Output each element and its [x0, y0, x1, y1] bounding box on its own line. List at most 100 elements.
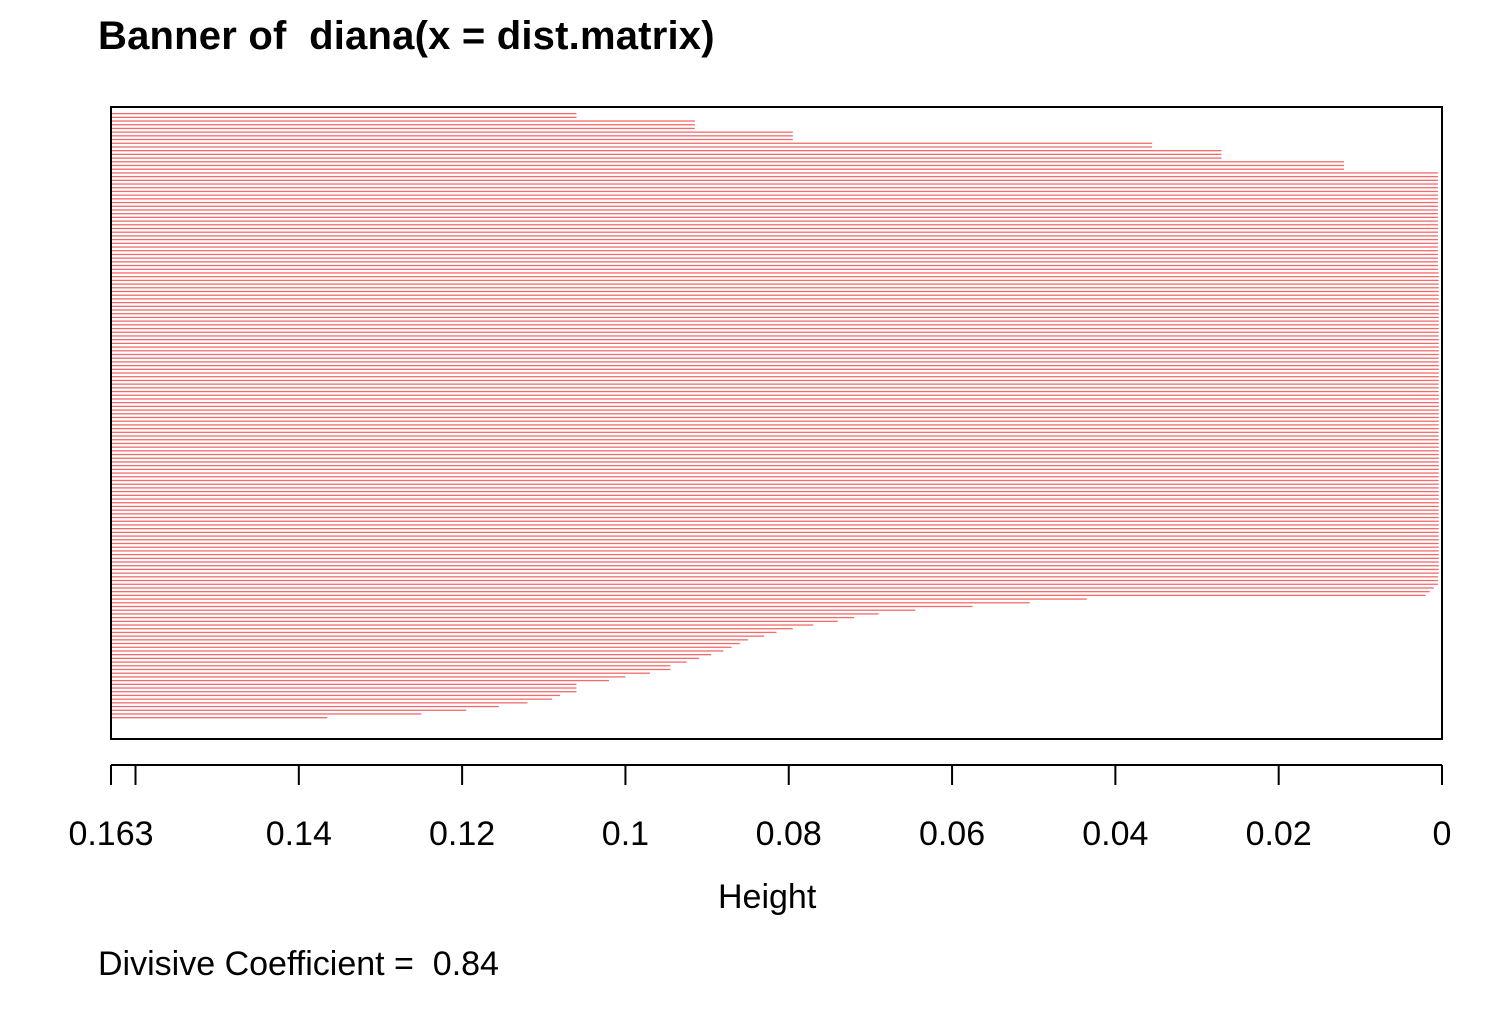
banner-bar [111, 179, 1438, 181]
banner-bar [111, 353, 1439, 356]
banner-bar [111, 646, 732, 648]
banner-bar [111, 394, 1439, 396]
banner-bar [111, 305, 1439, 307]
banner-bar [111, 301, 1439, 304]
banner-bar [111, 639, 748, 641]
banner-bar [111, 368, 1439, 370]
banner-bar [111, 183, 1438, 185]
banner-bar [111, 494, 1439, 496]
banner-bar [111, 209, 1438, 211]
banner-bar [111, 175, 1438, 178]
banner-bar [111, 472, 1439, 474]
banner-bar [111, 572, 1439, 574]
banner-bar [111, 665, 671, 667]
banner-bar [111, 579, 1438, 582]
banner-bar [111, 461, 1439, 463]
banner-bar [111, 235, 1438, 237]
banner-bar [111, 287, 1439, 289]
banner-bar [111, 424, 1439, 426]
banner-bar [111, 350, 1439, 352]
banner-bar [111, 116, 577, 118]
banner-bar [111, 342, 1439, 345]
banner-bar [111, 524, 1439, 526]
banner-bar [111, 568, 1439, 571]
banner-bar [111, 694, 561, 697]
banner-bar [111, 198, 1438, 200]
banner-bar [111, 127, 695, 130]
x-tick-label: 0.14 [266, 815, 332, 853]
banner-bar [111, 505, 1439, 508]
banner-bar [111, 213, 1438, 215]
banner-bar [111, 264, 1438, 267]
banner-bar [111, 164, 1345, 167]
banner-bar [111, 431, 1439, 433]
banner-bar [111, 635, 765, 637]
banner-bar [111, 283, 1439, 285]
banner-bar [111, 553, 1439, 556]
banner-bar [111, 587, 1434, 589]
banner-bar [111, 513, 1439, 515]
banner-bar [111, 320, 1439, 322]
banner-bar [111, 442, 1439, 445]
banner-bar [111, 591, 1430, 593]
banner-bar [111, 698, 552, 700]
banner-bar [111, 150, 1222, 152]
banner-bar [111, 402, 1439, 404]
banner-bar [111, 227, 1438, 230]
x-tick-label: 0.04 [1082, 815, 1148, 853]
x-tick-label: 0.08 [756, 815, 822, 853]
banner-bar [111, 717, 328, 719]
banner-bar [111, 457, 1439, 459]
banner-bar [111, 383, 1439, 385]
banner-bar [111, 387, 1439, 389]
banner-bar [111, 713, 422, 715]
banner-bar [111, 357, 1439, 359]
banner-bar [111, 705, 499, 708]
banner-bar [111, 557, 1439, 559]
banner-bar [111, 346, 1439, 348]
banner-bar [111, 294, 1439, 296]
banner-bar [111, 576, 1438, 578]
banner-bar [111, 290, 1439, 293]
banner-bar [111, 327, 1439, 330]
banner-bar [111, 309, 1439, 311]
banner-bar [111, 602, 1030, 604]
banner-bar [111, 687, 577, 689]
banner-bar [111, 201, 1438, 204]
banner-bar [111, 413, 1439, 415]
banner-bar [111, 220, 1438, 222]
banner-bar [111, 420, 1439, 422]
banner-bar [111, 250, 1438, 252]
banner-bar [111, 453, 1439, 456]
banner-bar [111, 468, 1439, 471]
banner-bar [111, 138, 793, 141]
banner-bar [111, 298, 1439, 300]
banner-bar [111, 316, 1439, 319]
banner-bar [111, 146, 1153, 148]
banner-bar [111, 531, 1439, 534]
banner-bar [111, 153, 1222, 156]
banner-bar [111, 313, 1439, 315]
banner-bar [111, 190, 1438, 193]
banner-bar [111, 661, 687, 663]
banner-bar [111, 450, 1439, 452]
banner-bar [111, 364, 1439, 367]
banner-bar [111, 628, 793, 630]
banner-bar [111, 483, 1439, 485]
banner-bar [111, 324, 1439, 326]
banner-bar [111, 416, 1439, 419]
banner-bar [111, 435, 1439, 437]
banner-bar [111, 565, 1439, 567]
banner-bar [111, 398, 1439, 400]
banner-bar [111, 187, 1438, 189]
banner-bar [111, 242, 1438, 244]
banner-bar [111, 261, 1438, 263]
banner-bar [111, 535, 1439, 537]
banner-bar [111, 479, 1439, 482]
banner-bar [111, 205, 1438, 207]
banner-bar [111, 709, 467, 711]
banner-bar [111, 657, 699, 660]
banner-bar [111, 583, 1438, 585]
banner-bar [111, 246, 1438, 248]
